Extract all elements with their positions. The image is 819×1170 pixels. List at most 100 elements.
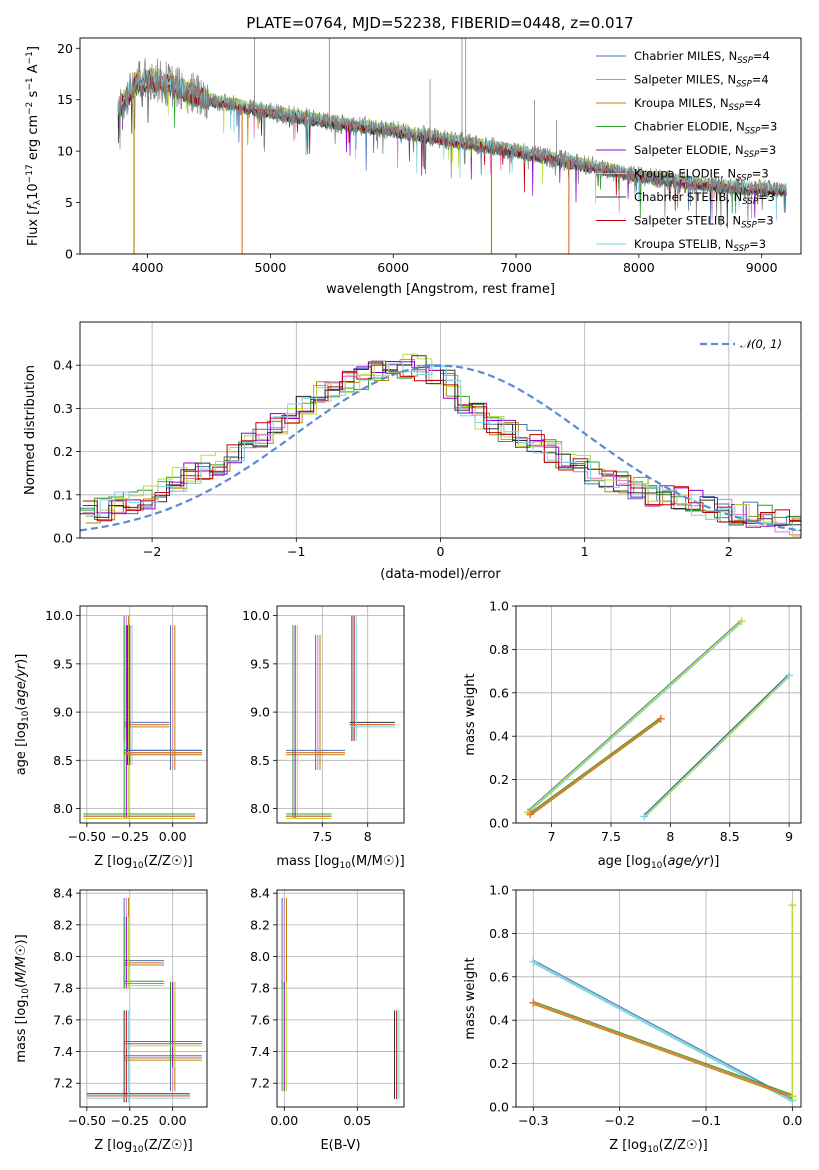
mass-weight-marker <box>656 714 665 723</box>
panel-residuals: −2 −1 0 1 2 0.0 0.1 0.2 0.3 0.4 𝒩(0, 1) (data-model… <box>23 321 802 582</box>
y-tick-label: 0.8 <box>489 926 509 941</box>
legend-label: Kroupa MILES, NSSP=4 <box>634 96 761 113</box>
x-tick-label: 8.5 <box>720 829 740 844</box>
mass-weight-line <box>529 716 662 814</box>
x-axis-label: Z [log10(Z/Z☉)] <box>609 1138 707 1155</box>
plot-area-mass_weight_vs_age <box>523 617 794 821</box>
y-tick-label: 0.2 <box>489 1056 509 1071</box>
mass-weight-marker <box>785 671 794 680</box>
y-tick-label: 8.2 <box>53 917 73 932</box>
plot-area-age_vs_Z <box>83 615 202 819</box>
axes-frame <box>515 605 802 824</box>
panel-mass_weight_vs_age: 7 7.5 8 8.5 9 0.0 0.2 0.4 0.6 0.8 1.0 age [log10(ag… <box>463 599 802 871</box>
y-tick-label: 7.4 <box>250 1044 270 1059</box>
y-tick-label: 0.6 <box>489 969 509 984</box>
x-axis-label: age [log10(age/yr)] <box>598 854 720 871</box>
legend-label: Kroupa STELIB, NSSP=3 <box>634 237 766 254</box>
y-tick-label: 7.6 <box>53 1012 73 1027</box>
y-tick-label: 8.0 <box>250 801 270 816</box>
y-tick-label: 8.0 <box>53 949 73 964</box>
x-tick-label: 1 <box>581 544 589 559</box>
x-tick-label: −1 <box>287 544 305 559</box>
x-tick-label: −2 <box>143 544 161 559</box>
x-axis-label: Z [log10(Z/Z☉)] <box>94 1138 192 1155</box>
legend-label: Kroupa ELODIE, NSSP=3 <box>634 167 769 184</box>
x-tick-label: −0.1 <box>691 1113 721 1128</box>
panel-mass_vs_EBV: 0.00 0.05 7.2 7.4 7.6 7.8 8.0 8.2 8.4 E(B-V) <box>250 886 405 1153</box>
y-tick-label: 0.0 <box>489 1100 509 1115</box>
y-tick-label: 0.4 <box>489 1013 509 1028</box>
y-tick-label: 7.8 <box>53 981 73 996</box>
mass-weight-marker <box>529 998 538 1007</box>
plot-area-mass_weight_vs_Z <box>529 901 797 1105</box>
y-tick-label: 10 <box>57 144 73 159</box>
mass-weight-line <box>529 719 662 817</box>
mass-weight-line <box>527 620 743 813</box>
y-tick-label: 0.8 <box>489 642 509 657</box>
x-tick-label: 0.05 <box>343 1113 371 1128</box>
y-tick-label: 7.6 <box>250 1012 270 1027</box>
x-tick-label: 7000 <box>500 260 532 275</box>
y-tick-label: 0.2 <box>53 444 73 459</box>
x-axis-label: mass [log10(M/M☉)] <box>276 854 404 871</box>
residual-histogram-line <box>82 359 801 536</box>
y-axis-label: mass [log10(M/M☉)] <box>14 934 31 1062</box>
y-tick-label: 8.0 <box>53 801 73 816</box>
mass-weight-line <box>532 960 793 1102</box>
mass-weight-marker <box>529 957 538 966</box>
y-tick-label: 7.4 <box>53 1044 73 1059</box>
legend-label: Chabrier ELODIE, NSSP=3 <box>634 120 777 137</box>
axes-frame <box>79 321 802 539</box>
panel-mass_vs_Z: −0.50 −0.25 0.00 7.2 7.4 7.6 7.8 8.0 8.2 8.4 Z [lo… <box>14 886 208 1155</box>
residual-histogram-line <box>85 362 801 532</box>
x-tick-label: 0.00 <box>159 829 187 844</box>
plot-area-age_vs_mass <box>286 615 395 819</box>
mass-weight-line <box>643 676 790 819</box>
x-tick-label: 8 <box>364 829 372 844</box>
x-tick-label: 0.00 <box>270 1113 298 1128</box>
x-axis-label: E(B-V) <box>320 1138 360 1153</box>
axes-frame <box>515 889 802 1108</box>
mass-weight-marker <box>788 901 797 910</box>
residual-histogram-line <box>80 355 801 526</box>
mass-weight-line <box>529 718 662 815</box>
y-tick-label: 8.2 <box>250 917 270 932</box>
mass-weight-line <box>533 1003 793 1099</box>
y-tick-label: 0.3 <box>53 401 73 416</box>
panel-age_vs_Z: −0.50 −0.25 0.00 8.0 8.5 9.0 9.5 10.0 Z [log10(Z… <box>14 605 208 871</box>
y-tick-label: 7.8 <box>250 981 270 996</box>
x-tick-label: 5000 <box>254 260 286 275</box>
x-tick-label: 6000 <box>377 260 409 275</box>
y-tick-label: 20 <box>57 41 73 56</box>
y-tick-label: 0.6 <box>489 685 509 700</box>
mass-weight-line <box>533 959 793 1100</box>
y-tick-label: 0.0 <box>489 816 509 831</box>
y-tick-label: 7.2 <box>53 1076 73 1091</box>
axes-frame <box>79 889 208 1108</box>
plot-area-mass_vs_Z <box>86 897 202 1103</box>
y-tick-label: 0.4 <box>53 358 73 373</box>
x-tick-label: 0 <box>437 544 445 559</box>
panel-age_vs_mass: 7.5 8 8.0 8.5 9.0 9.5 10.0 mass [log10(M/M☉)] <box>242 605 405 871</box>
y-tick-label: 10.0 <box>45 608 73 623</box>
x-tick-label: −0.25 <box>111 1113 149 1128</box>
mass-weight-line <box>643 673 790 816</box>
x-axis-label: Z [log10(Z/Z☉)] <box>94 854 192 871</box>
plot-area-mass_vs_EBV <box>281 897 400 1100</box>
x-tick-label: 7.5 <box>601 829 621 844</box>
y-tick-label: 1.0 <box>489 883 509 898</box>
x-tick-label: 9 <box>785 829 793 844</box>
x-tick-label: 8 <box>666 829 674 844</box>
x-tick-label: 4000 <box>132 260 164 275</box>
legend-label: 𝒩(0, 1) <box>740 337 782 351</box>
x-tick-label: −0.3 <box>518 1113 548 1128</box>
y-tick-label: 9.0 <box>53 705 73 720</box>
y-tick-label: 0.0 <box>53 531 73 546</box>
x-tick-label: 7.5 <box>312 829 332 844</box>
y-tick-label: 10.0 <box>242 608 270 623</box>
y-tick-label: 0 <box>65 247 73 262</box>
mass-weight-marker <box>640 812 649 821</box>
x-tick-label: −0.2 <box>604 1113 634 1128</box>
y-tick-label: 0.1 <box>53 487 73 502</box>
y-tick-label: 8.5 <box>53 753 73 768</box>
